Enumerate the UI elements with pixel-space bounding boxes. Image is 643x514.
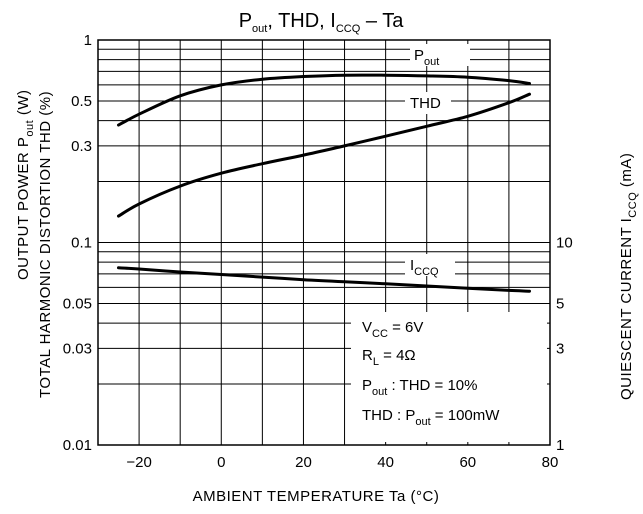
condition-vcc: VCC = 6V	[362, 319, 423, 340]
series-label-iccq: ICCQ	[410, 257, 439, 278]
y-tick-label-right: 1	[556, 437, 564, 454]
label-backdrop	[405, 92, 451, 114]
y-axis-label-quiescent-current: QUIESCENT CURRENT ICCQ (mA)	[618, 153, 639, 400]
chart-title: Pout, THD, ICCQ – Ta	[239, 10, 405, 35]
label-backdrop	[405, 254, 455, 276]
y-tick-label-left: 0.5	[71, 93, 92, 110]
series-label-pout: Pout	[414, 47, 439, 68]
series-line-iccq	[117, 266, 531, 293]
y-tick-label-left: 1	[84, 32, 92, 49]
y-tick-label-left: 0.1	[71, 235, 92, 252]
y-tick-label-left: 0.01	[63, 437, 92, 454]
series-label-thd: THD	[410, 95, 441, 112]
y-axis-label-output-power: OUTPUT POWER Pout (W)	[15, 89, 36, 280]
grid	[98, 40, 550, 445]
label-backdrop	[410, 44, 470, 66]
curves	[117, 44, 531, 293]
x-tick-label: 0	[217, 454, 225, 471]
conditions-box: VCC = 6V RL = 4Ω Pout : THD = 10% THD : …	[351, 312, 547, 442]
x-tick-label: 20	[295, 454, 312, 471]
x-tick-label: −20	[126, 454, 151, 471]
series-line-thd	[117, 92, 531, 218]
y-tick-label-right: 3	[556, 340, 564, 357]
series-line-pout	[117, 73, 531, 127]
x-tick-label: 60	[459, 454, 476, 471]
condition-rl: RL = 4Ω	[362, 347, 416, 368]
y-tick-label-right: 10	[556, 235, 573, 252]
y-tick-label-right: 5	[556, 295, 564, 312]
condition-thd: THD : Pout = 100mW	[362, 407, 500, 428]
x-axis-label: AMBIENT TEMPERATURE Ta (°C)	[193, 488, 440, 505]
plot-frame	[97, 39, 551, 446]
y-axis-label-thd: TOTAL HARMONIC DISTORTION THD (%)	[37, 91, 54, 398]
y-tick-label-left: 0.3	[71, 138, 92, 155]
x-tick-label: 80	[542, 454, 559, 471]
condition-pout: Pout : THD = 10%	[362, 377, 478, 398]
y-tick-label-left: 0.03	[63, 340, 92, 357]
x-tick-label: 40	[377, 454, 394, 471]
y-tick-label-left: 0.05	[63, 295, 92, 312]
